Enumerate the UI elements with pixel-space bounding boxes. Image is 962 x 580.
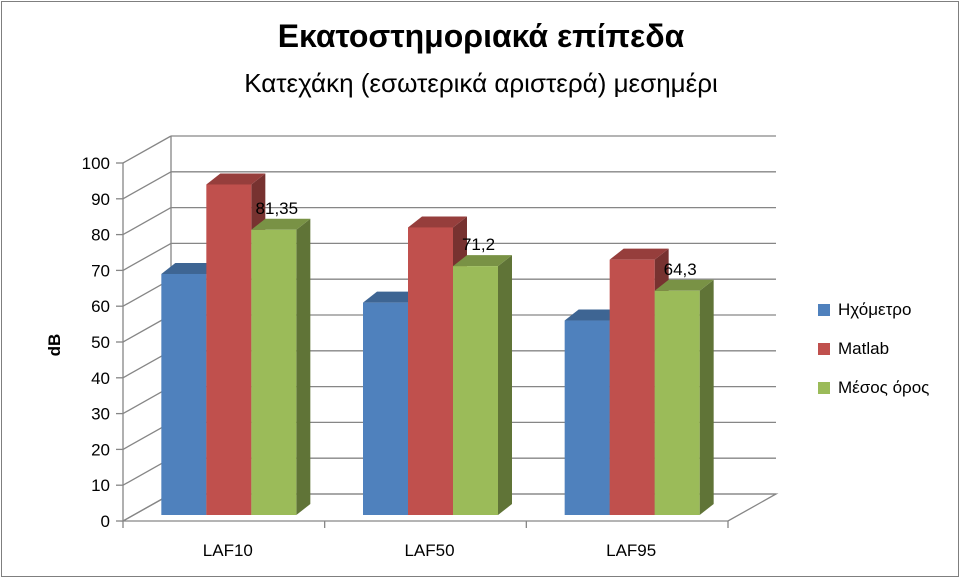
bar [453,255,512,515]
x-tick-label: LAF50 [404,541,454,560]
y-tick-label: 50 [91,333,110,352]
bar [654,279,714,515]
data-labels: 81,35 71,2 64,3 [256,199,697,279]
bar-front [609,259,655,515]
legend-swatch [818,381,830,394]
bar-front [161,273,207,515]
data-label: 71,2 [462,235,495,254]
y-axis-label: dB [45,334,64,357]
legend-label: Ηχόμετρο [838,299,912,319]
bar-top [654,279,714,291]
legend-swatch [818,303,830,316]
legend: Ηχόμετρο Matlab Μέσος όρος [818,290,929,407]
bar-top [161,262,221,274]
legend-label: Μέσος όρος [838,377,930,397]
y-tick-label: 100 [82,154,110,173]
bar-top [609,248,669,260]
bar-top [206,173,266,185]
y-tick-label: 0 [101,512,110,531]
legend-item: Ηχόμετρο [818,290,929,329]
y-tick-label: 30 [91,405,110,424]
gridline-side-100 [122,135,172,164]
x-tick-label: LAF10 [203,541,253,560]
data-label: 64,3 [664,260,697,279]
bar-side [498,255,512,515]
bar-front [453,266,498,515]
bar-side [296,218,311,515]
bar-front [654,290,700,515]
y-tick-label: 90 [91,190,110,209]
bars [161,173,714,516]
bar-top [564,309,624,321]
chart-title: Εκατοστημοριακά επίπεδα [277,18,685,54]
legend-label: Matlab [838,338,890,358]
bar-front [251,229,297,515]
bar [251,218,311,515]
y-tick-label: 20 [91,440,110,459]
bar-top [453,255,512,267]
x-tick-label: LAF95 [606,541,656,560]
tick-labels: 0 10 20 30 40 50 60 70 80 90 100 LAF10 LAF50 LAF95 [82,154,657,560]
y-tick-label: 40 [91,369,110,388]
bar-front [363,302,408,515]
chart-subtitle: Κατεχάκη (εσωτερικά αριστερά) μεσημέρι [244,68,718,98]
bar-front [408,227,453,515]
gridline-side-80 [122,207,172,236]
legend-item: Matlab [818,329,929,368]
gridline-side-90 [122,171,172,200]
y-tick-label: 80 [91,226,110,245]
y-tick-label: 70 [91,261,110,280]
data-label: 81,35 [256,199,299,218]
bar-top [408,216,467,228]
bar-top [251,218,311,230]
y-tick-label: 60 [91,297,110,316]
bar-side [699,279,714,515]
legend-item: Μέσος όρος [818,368,929,407]
gridline-side-70 [122,242,172,271]
bar-top [363,291,422,303]
y-tick-label: 10 [91,476,110,495]
legend-swatch [818,342,830,355]
bar-front [206,184,252,516]
bar-front [564,320,610,515]
